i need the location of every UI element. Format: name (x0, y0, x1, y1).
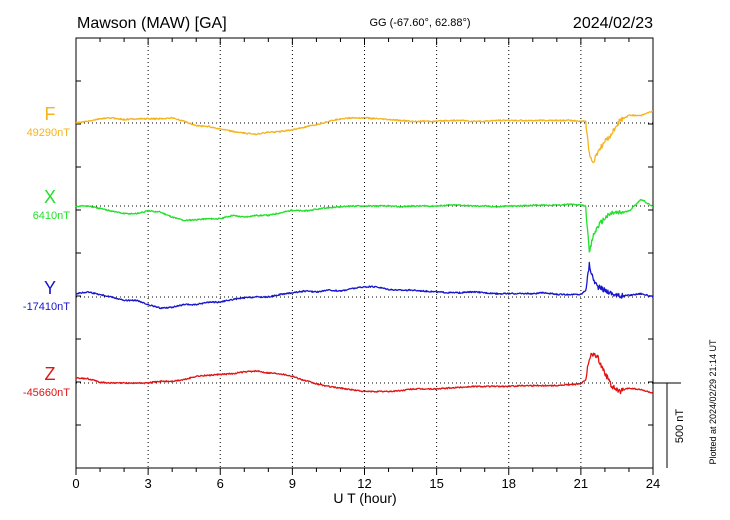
series-name-f: F (45, 104, 56, 124)
station-title: Mawson (MAW) [GA] (77, 15, 227, 32)
x-tick-label-9: 9 (289, 476, 296, 491)
x-axis-label: U T (hour) (333, 490, 396, 506)
baseline-label-f: 49290nT (27, 127, 71, 139)
x-tick-label-21: 21 (574, 476, 588, 491)
series-line-y (75, 261, 654, 310)
series-f: F 49290nT (27, 104, 654, 164)
series-line-f (75, 110, 654, 164)
x-tick-label-6: 6 (217, 476, 224, 491)
series-name-y: Y (44, 278, 56, 298)
vertical-gridlines (147, 38, 582, 468)
baseline-label-y: -17410nT (23, 301, 70, 313)
plotted-timestamp: Plotted at 2024/02/29 21:14 UT (708, 339, 718, 465)
series-layer: F 49290nT X 6410nT Y -17410nT Z -45660nT (23, 104, 654, 399)
x-tick-label-12: 12 (357, 476, 371, 491)
series-name-z: Z (45, 364, 56, 384)
coordinates-label: GG (-67.60°, 62.88°) (369, 17, 470, 29)
series-z: Z -45660nT (23, 352, 654, 399)
date-label: 2024/02/23 (573, 15, 653, 32)
series-line-x (75, 198, 654, 253)
series-line-z (75, 352, 654, 395)
scale-bar: 500 nT (653, 382, 686, 468)
baseline-label-z: -45660nT (23, 387, 70, 399)
series-y: Y -17410nT (23, 261, 654, 313)
series-name-x: X (44, 187, 56, 207)
baseline-label-x: 6410nT (33, 210, 71, 222)
x-tick-label-3: 3 (145, 476, 152, 491)
axis-ticks: 0 3 6 9 12 15 18 21 24 (72, 38, 660, 491)
scale-bar-label: 500 nT (674, 409, 686, 444)
series-x: X 6410nT (33, 187, 654, 253)
x-tick-label-24: 24 (646, 476, 660, 491)
x-tick-label-0: 0 (72, 476, 79, 491)
x-tick-label-15: 15 (429, 476, 443, 491)
x-tick-label-18: 18 (502, 476, 516, 491)
